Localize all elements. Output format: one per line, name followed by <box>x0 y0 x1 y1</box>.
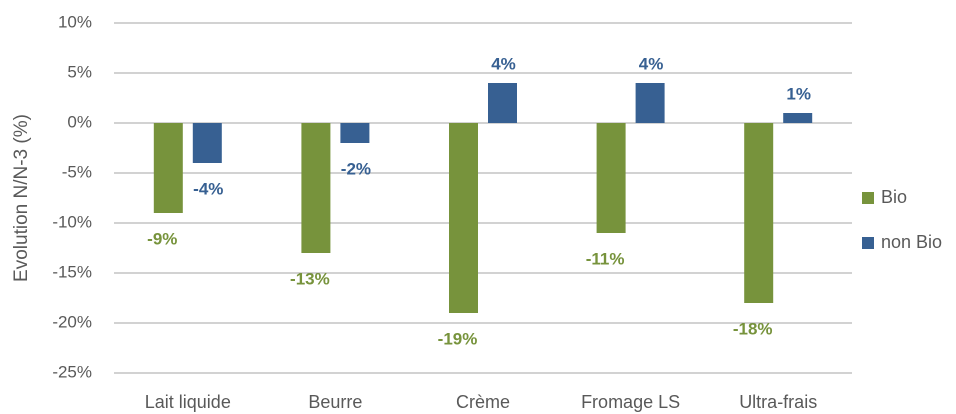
bar <box>596 123 626 233</box>
data-label: -19% <box>438 329 478 348</box>
bar <box>449 123 478 313</box>
y-axis-label: Evolution N/N-3 (%) <box>11 114 32 282</box>
x-tick-label: Beurre <box>308 392 362 412</box>
x-tick-label: Ultra-frais <box>739 392 817 412</box>
data-label: 4% <box>639 54 664 73</box>
bar <box>192 123 222 163</box>
data-label: -11% <box>586 249 625 268</box>
y-tick-label: 0% <box>67 112 92 131</box>
legend-label: Bio <box>881 187 907 207</box>
y-tick-label: -20% <box>52 312 92 331</box>
bar <box>744 123 774 303</box>
legend-label: non Bio <box>881 232 942 252</box>
bar <box>153 123 183 213</box>
y-tick-label: -15% <box>52 262 92 281</box>
bar <box>488 83 517 123</box>
data-label: 1% <box>786 84 811 103</box>
y-tick-label: 10% <box>58 12 92 31</box>
x-tick-label: Fromage LS <box>581 392 680 412</box>
data-label: -2% <box>341 159 371 178</box>
data-label: -13% <box>290 269 330 288</box>
data-label: 4% <box>491 54 516 73</box>
data-label: -4% <box>193 179 223 198</box>
bar <box>635 83 665 123</box>
data-label: -9% <box>147 229 177 248</box>
bar <box>301 123 331 253</box>
x-tick-label: Lait liquide <box>145 392 231 412</box>
legend-swatch <box>862 237 874 249</box>
y-tick-label: -5% <box>62 162 92 181</box>
bar <box>340 123 370 143</box>
bar <box>783 113 813 123</box>
y-tick-label: -25% <box>52 362 92 381</box>
x-tick-label: Crème <box>456 392 510 412</box>
y-tick-label: 5% <box>67 62 92 81</box>
data-label: -18% <box>733 319 773 338</box>
y-tick-label: -10% <box>52 212 92 231</box>
legend-swatch <box>862 192 874 204</box>
